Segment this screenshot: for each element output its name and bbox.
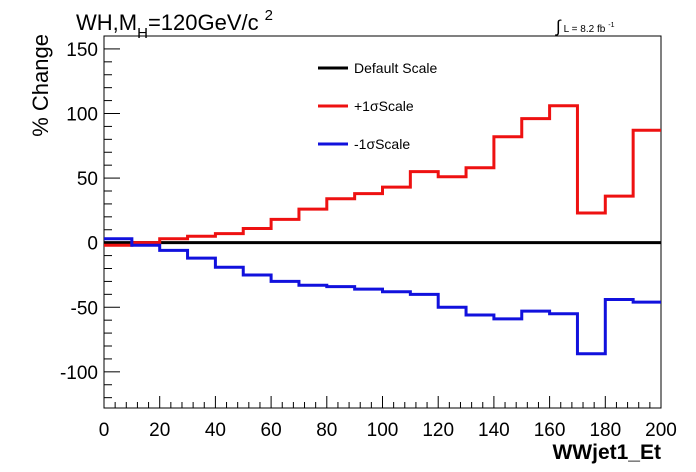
chart-title-rest: =120GeV/c — [148, 10, 259, 35]
x-tick-label: 180 — [589, 420, 621, 441]
x-tick-label: 140 — [478, 420, 510, 441]
y-tick-label: 150 — [66, 40, 98, 61]
x-axis-label: WWjet1_Et — [552, 441, 661, 464]
series-layer — [104, 104, 661, 356]
lumi-label: ∫ L = 8.2 fb -1 — [555, 17, 615, 36]
x-tick-label: 160 — [534, 420, 566, 441]
y-tick-label: 50 — [77, 169, 98, 190]
chart-title-base: WH,M — [76, 10, 137, 35]
legend-label-1: Default Scale — [354, 60, 437, 76]
x-axis-ticks: 0 20 40 60 80 100 120 140 160 180 200 — [99, 396, 677, 441]
lumi-sup: -1 — [608, 22, 614, 29]
x-tick-label: 40 — [205, 420, 226, 441]
y-axis-ticks: -100 -50 0 50 100 150 — [60, 35, 120, 399]
legend-label-2: +1σScale — [354, 98, 414, 114]
series-line-3 — [104, 237, 661, 356]
y-tick-label: -50 — [71, 298, 98, 319]
y-tick-label: 100 — [66, 105, 98, 126]
x-tick-label: 100 — [367, 420, 399, 441]
x-tick-label: 120 — [422, 420, 454, 441]
x-tick-label: 80 — [316, 420, 337, 441]
legend: Default Scale +1σScale -1σScale — [318, 60, 437, 152]
x-tick-label: 0 — [99, 420, 110, 441]
series-line-2 — [104, 104, 661, 247]
chart-title: WH,MH=120GeV/c 2 — [76, 7, 273, 42]
y-tick-label: 0 — [87, 234, 98, 255]
chart-title-sup: 2 — [265, 7, 273, 24]
x-tick-label: 20 — [149, 420, 170, 441]
x-tick-label: 200 — [645, 420, 677, 441]
legend-label-3: -1σScale — [354, 136, 410, 152]
y-axis-label: % Change — [28, 34, 53, 137]
y-tick-label: -100 — [60, 363, 98, 384]
lumi-text: L = 8.2 fb — [564, 24, 606, 35]
chart-title-sub: H — [137, 25, 148, 42]
lumi-integral: ∫ — [555, 17, 562, 36]
x-tick-label: 60 — [261, 420, 282, 441]
